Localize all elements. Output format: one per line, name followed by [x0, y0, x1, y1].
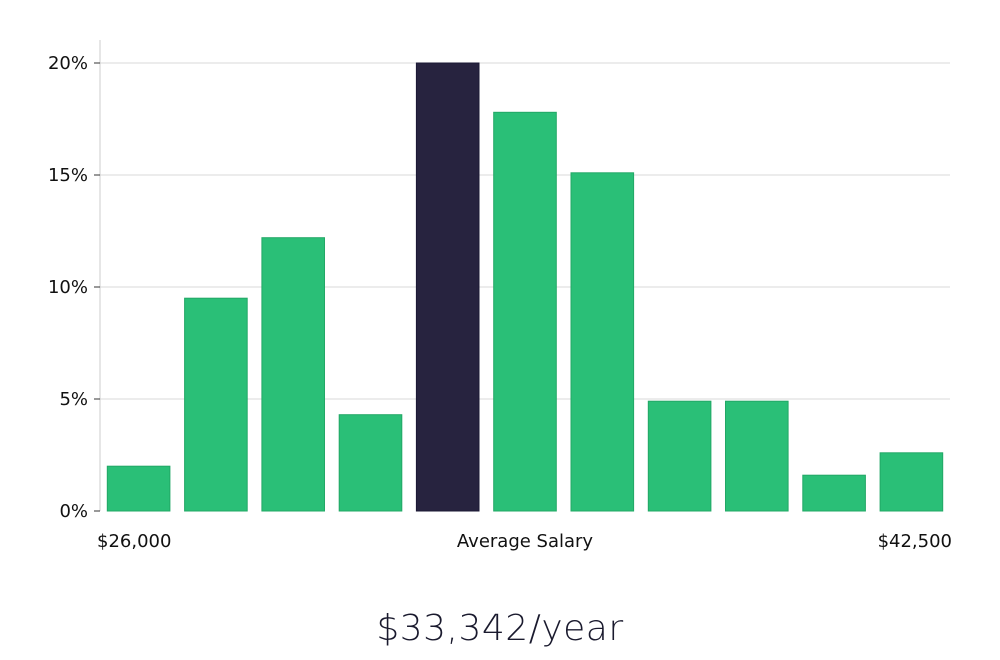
bar-highlighted — [415, 62, 480, 512]
x-label-center: Average Salary — [457, 531, 594, 552]
bar — [647, 400, 712, 512]
bar — [261, 237, 325, 512]
average-salary-value: $33,342/year — [376, 608, 624, 649]
bar — [725, 400, 789, 512]
bar — [184, 297, 248, 512]
x-label-min: $26,000 — [97, 531, 171, 552]
salary-histogram: 0% 5% 10% 15% 20% $26,000 Average Salary $42… — [48, 40, 952, 552]
y-tick-label: 20% — [48, 53, 88, 74]
y-tick-label: 10% — [48, 277, 88, 298]
bar — [879, 452, 944, 512]
y-tick-label: 0% — [59, 501, 88, 522]
y-tick-label: 15% — [48, 165, 88, 186]
bar — [570, 172, 635, 512]
bar — [106, 465, 171, 512]
bar — [493, 111, 557, 512]
y-tick-labels: 0% 5% 10% 15% 20% — [48, 53, 100, 522]
bars — [106, 62, 944, 512]
bar — [338, 414, 403, 512]
x-label-max: $42,500 — [878, 531, 952, 552]
y-tick-label: 5% — [59, 389, 88, 410]
bar — [802, 474, 866, 512]
